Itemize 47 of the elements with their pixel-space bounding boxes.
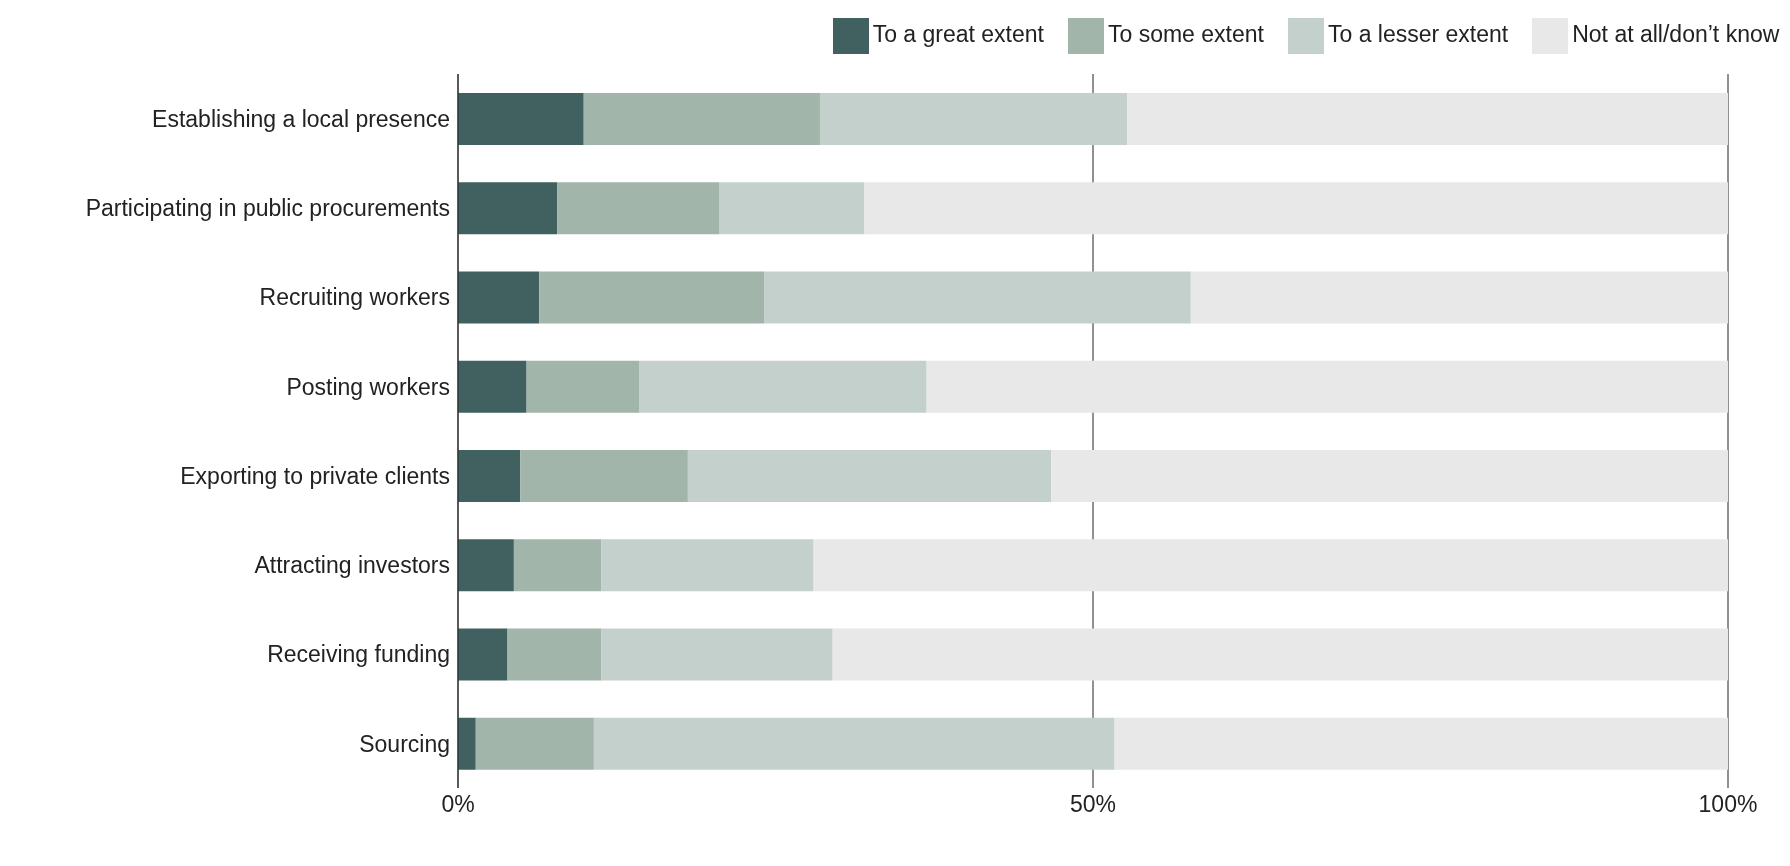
bar [601, 628, 833, 681]
bar [520, 450, 688, 502]
x-tick-label: 0% [441, 791, 475, 818]
y-tick-label: Exporting to private clients [180, 462, 450, 489]
legend-label: Not at all/don’t know [1572, 21, 1780, 48]
x-tick-label: 100% [1698, 791, 1758, 818]
bar [458, 93, 584, 145]
bar [458, 717, 476, 770]
bar [458, 182, 558, 235]
bar [458, 539, 514, 592]
bar [864, 182, 1728, 235]
y-tick-label: Establishing a local presence [152, 105, 450, 132]
y-tick-label: Participating in public procurements [85, 195, 450, 222]
y-tick-label: Receiving funding [267, 641, 450, 668]
bar [832, 628, 1728, 681]
bar [819, 93, 1128, 145]
bar [513, 539, 602, 592]
bar [926, 360, 1728, 413]
bar [719, 182, 865, 235]
bar [458, 450, 521, 502]
bar [687, 450, 1052, 502]
bar [1114, 717, 1728, 770]
bar [458, 360, 527, 413]
y-tick-label: Posting workers [286, 373, 450, 400]
bar [507, 628, 602, 681]
x-tick-label: 50% [1069, 791, 1117, 818]
legend-label: To a lesser extent [1327, 21, 1509, 48]
bar [539, 271, 765, 324]
bar [1051, 450, 1728, 502]
y-tick-label: Attracting investors [254, 552, 450, 579]
y-tick-label: Recruiting workers [259, 284, 450, 311]
bar [764, 271, 1191, 324]
bar [583, 93, 820, 145]
bar [1127, 93, 1728, 145]
bar [813, 539, 1728, 592]
bar [1190, 271, 1728, 324]
bar [475, 717, 594, 770]
legend-label: To some extent [1107, 21, 1264, 48]
bar [458, 628, 508, 681]
bar [458, 271, 540, 324]
y-tick-label: Sourcing [359, 730, 450, 757]
bar [557, 182, 720, 235]
legend-label: To a great extent [872, 21, 1044, 48]
bar [601, 539, 814, 592]
bar [593, 717, 1115, 770]
bar [526, 360, 640, 413]
bar [639, 360, 927, 413]
